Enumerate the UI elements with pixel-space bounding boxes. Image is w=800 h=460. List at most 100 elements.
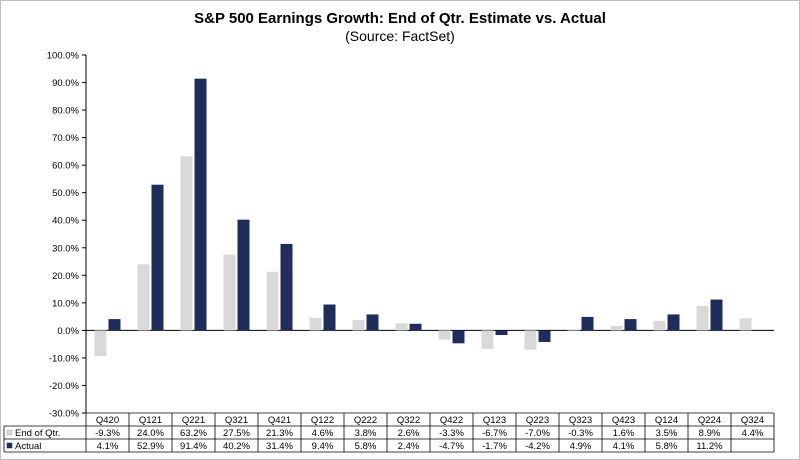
x-category-label: Q221 — [182, 415, 205, 426]
y-tick-label: 30.0% — [52, 243, 79, 254]
y-tick-label: -10.0% — [49, 353, 80, 364]
data-label-actual: 4.1% — [97, 441, 119, 452]
data-label-estimate: 24.0% — [137, 428, 164, 439]
bar-actual — [581, 316, 594, 331]
bar-actual — [366, 314, 379, 331]
x-category-label: Q124 — [655, 415, 678, 426]
bar-estimate — [352, 319, 365, 331]
data-label-actual: -4.2% — [525, 441, 550, 452]
data-label-actual: 4.9% — [570, 441, 592, 452]
data-label-estimate: 1.6% — [613, 428, 635, 439]
x-category-label: Q322 — [397, 415, 420, 426]
data-label-estimate: -0.3% — [568, 428, 593, 439]
bar-estimate — [94, 330, 107, 356]
bar-actual — [667, 314, 680, 331]
bar-estimate — [395, 323, 408, 331]
data-label-estimate: -9.3% — [95, 428, 120, 439]
x-category-label: Q222 — [354, 415, 377, 426]
bar-estimate — [739, 318, 752, 331]
bar-actual — [495, 330, 508, 336]
x-category-label: Q423 — [612, 415, 635, 426]
y-tick-label: 50.0% — [52, 188, 79, 199]
x-category-label: Q324 — [741, 415, 764, 426]
chart-subtitle: (Source: FactSet) — [345, 28, 455, 44]
y-tick-label: 20.0% — [52, 271, 79, 282]
bar-actual — [452, 330, 465, 344]
bar-estimate — [696, 305, 709, 331]
data-label-estimate: 2.6% — [398, 428, 420, 439]
legend-swatch-actual — [6, 442, 13, 449]
data-label-actual: 91.4% — [180, 441, 207, 452]
bar-estimate — [180, 156, 193, 331]
bar-estimate — [223, 254, 236, 331]
y-tick-label: 0.0% — [57, 326, 79, 337]
data-label-estimate: -7.0% — [525, 428, 550, 439]
data-label-actual: 52.9% — [137, 441, 164, 452]
bar-actual — [624, 319, 637, 331]
data-label-estimate: 3.5% — [656, 428, 678, 439]
bar-actual — [237, 219, 250, 331]
data-label-estimate: 27.5% — [223, 428, 250, 439]
bar-estimate — [309, 317, 322, 331]
bar-estimate — [610, 325, 623, 331]
y-tick-label: 10.0% — [52, 298, 79, 309]
legend-swatch-estimate — [6, 429, 13, 436]
y-tick-label: 100.0% — [47, 51, 80, 62]
x-category-label: Q420 — [96, 415, 119, 426]
bar-actual — [151, 184, 164, 331]
bar-actual — [538, 330, 551, 342]
bar-actual — [194, 78, 207, 331]
x-category-label: Q224 — [698, 415, 721, 426]
plot-area: -30.0% -20.0% -10.0% 0.0% 10.0% 20.0% 30.0% 40.… — [3, 51, 775, 453]
data-label-actual: 40.2% — [223, 441, 250, 452]
data-label-estimate: -6.7% — [482, 428, 507, 439]
x-category-label: Q421 — [268, 415, 291, 426]
data-label-actual: 9.4% — [312, 441, 334, 452]
x-category-label: Q223 — [526, 415, 549, 426]
y-tick-label: -30.0% — [49, 409, 80, 420]
bar-estimate — [481, 330, 494, 349]
data-label-estimate: 63.2% — [180, 428, 207, 439]
data-label-actual: 4.1% — [613, 441, 635, 452]
data-label-estimate: 8.9% — [699, 428, 721, 439]
bar-actual — [280, 243, 293, 331]
x-category-label: Q121 — [139, 415, 162, 426]
data-label-estimate: 21.3% — [266, 428, 293, 439]
data-label-actual: 31.4% — [266, 441, 293, 452]
data-label-estimate: 3.8% — [355, 428, 377, 439]
bar-actual — [710, 299, 723, 331]
bar-estimate — [653, 320, 666, 331]
data-label-actual: -4.7% — [439, 441, 464, 452]
bar-actual — [409, 323, 422, 331]
bar-estimate — [567, 330, 580, 332]
y-tick-label: -20.0% — [49, 381, 80, 392]
chart-title: S&P 500 Earnings Growth: End of Qtr. Est… — [194, 10, 606, 27]
bar-actual — [108, 319, 121, 331]
data-label-estimate: 4.4% — [742, 428, 764, 439]
x-category-label: Q123 — [483, 415, 506, 426]
y-tick-label: 40.0% — [52, 216, 79, 227]
bar-estimate — [524, 330, 537, 350]
data-label-estimate: 4.6% — [312, 428, 334, 439]
data-label-actual: 11.2% — [696, 441, 723, 452]
y-tick-label: 90.0% — [52, 78, 79, 89]
bar-actual — [323, 304, 336, 331]
y-tick-label: 70.0% — [52, 133, 79, 144]
x-category-label: Q122 — [311, 415, 334, 426]
data-label-actual: 5.8% — [656, 441, 678, 452]
legend-label-actual: Actual — [15, 441, 41, 452]
data-label-actual: 2.4% — [398, 441, 420, 452]
bar-estimate — [266, 271, 279, 331]
x-category-label: Q323 — [569, 415, 592, 426]
y-tick-label: 60.0% — [52, 161, 79, 172]
data-label-actual: -1.7% — [482, 441, 507, 452]
bar-estimate — [137, 264, 150, 331]
data-label-estimate: -3.3% — [439, 428, 464, 439]
x-category-label: Q422 — [440, 415, 463, 426]
y-tick-label: 80.0% — [52, 106, 79, 117]
data-label-actual: 5.8% — [355, 441, 377, 452]
x-category-label: Q321 — [225, 415, 248, 426]
